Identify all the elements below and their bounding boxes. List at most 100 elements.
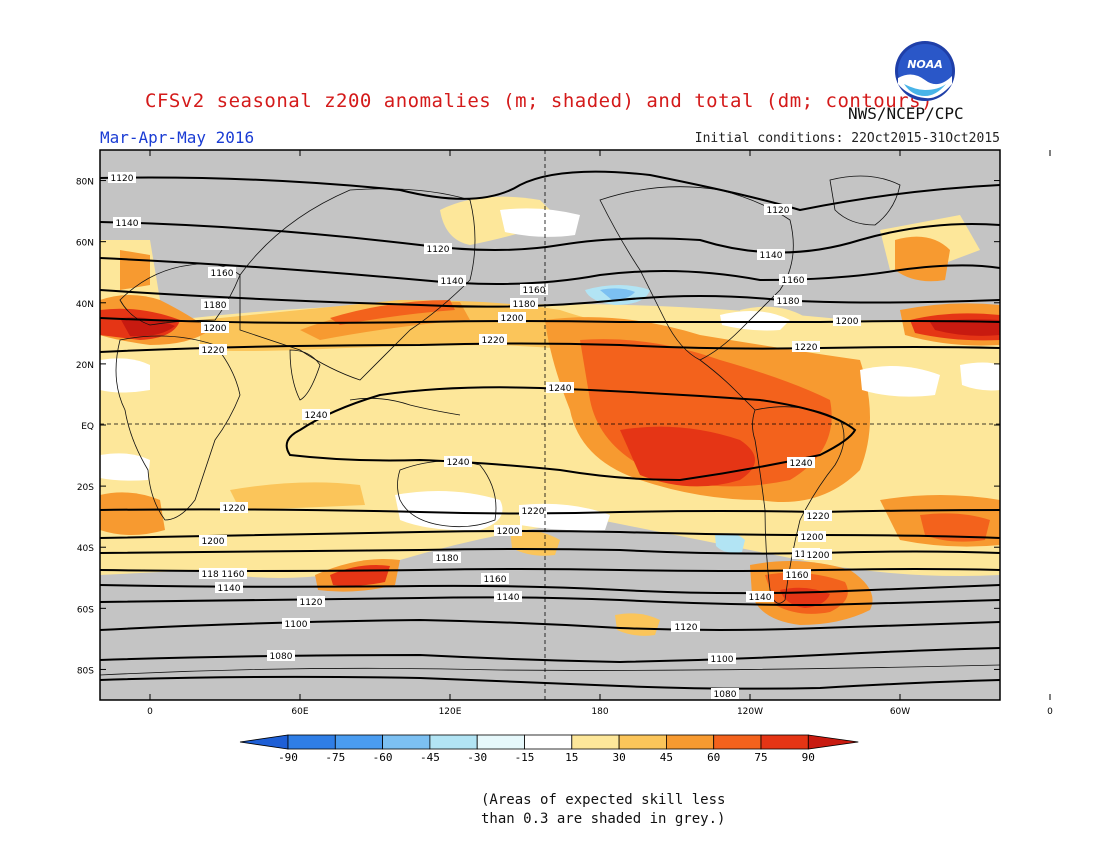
contour-label: 1220 [792, 341, 820, 353]
svg-text:1120: 1120 [111, 174, 134, 184]
lon-label: 120E [439, 707, 462, 717]
svg-text:1120: 1120 [675, 623, 698, 633]
lat-label: 40N [76, 300, 94, 310]
contour-label: 1200 [201, 322, 229, 334]
colorbar-tick-label: -15 [515, 751, 535, 764]
contour-label: 1180 [199, 568, 227, 580]
svg-text:1140: 1140 [441, 277, 464, 287]
svg-text:1180: 1180 [204, 301, 227, 311]
colorbar-swatch [334, 734, 383, 750]
colorbar-tick-label: 15 [565, 751, 578, 764]
svg-text:1200: 1200 [202, 537, 225, 547]
contour-label: 1160 [783, 569, 811, 581]
colorbar-swatch [666, 734, 715, 750]
contour-label: 1220 [479, 334, 507, 346]
colorbar-right-arrow [807, 734, 859, 750]
lat-label: EQ [81, 422, 94, 432]
svg-text:1220: 1220 [522, 507, 545, 517]
svg-text:1160: 1160 [523, 286, 546, 296]
contour-label: 1120 [672, 621, 700, 633]
contour-label: 1140 [494, 591, 522, 603]
contour-label: 1220 [519, 505, 547, 517]
svg-text:1080: 1080 [714, 690, 737, 700]
map-shading [100, 150, 1000, 700]
lat-label: 20N [76, 361, 94, 371]
colorbar-swatch [287, 734, 336, 750]
colorbar-tick-label: 75 [754, 751, 767, 764]
footnote-line2: than 0.3 are shaded in grey.) [481, 811, 726, 827]
svg-text:1200: 1200 [204, 324, 227, 334]
colorbar: -90 -75 -60 -45 -30 -15 15 30 45 60 75 90 [239, 734, 859, 764]
svg-text:1200: 1200 [501, 314, 524, 324]
lon-label: 60E [291, 707, 308, 717]
colorbar-left-arrow [239, 734, 289, 750]
colorbar-tick-label: -45 [420, 751, 440, 764]
svg-text:1140: 1140 [218, 584, 241, 594]
lon-label: 120W [737, 707, 763, 717]
svg-text:1240: 1240 [790, 459, 813, 469]
colorbar-tick-label: -90 [278, 751, 298, 764]
contour-label: 1180 [201, 299, 229, 311]
contour-label: 1200 [833, 315, 861, 327]
colorbar-swatch [524, 734, 573, 750]
svg-text:1240: 1240 [549, 384, 572, 394]
colorbar-swatch [382, 734, 431, 750]
contour-label: 1200 [804, 549, 832, 561]
svg-text:1120: 1120 [300, 598, 323, 608]
contour-label: 1200 [798, 531, 826, 543]
contour-label: 1160 [219, 568, 247, 580]
svg-text:1240: 1240 [447, 458, 470, 468]
colorbar-tick-label: 30 [612, 751, 625, 764]
contour-label: 1120 [297, 596, 325, 608]
lat-label: 80N [76, 178, 94, 188]
contour-label: 1160 [208, 267, 236, 279]
svg-text:1080: 1080 [270, 652, 293, 662]
svg-text:1180: 1180 [202, 570, 225, 580]
lon-label: 180 [591, 707, 608, 717]
colorbar-tick-label: -60 [373, 751, 393, 764]
svg-text:1140: 1140 [116, 219, 139, 229]
contour-label: 1140 [113, 217, 141, 229]
colorbar-tick-label: 45 [660, 751, 673, 764]
svg-text:1180: 1180 [513, 300, 536, 310]
lat-label: 20S [77, 483, 94, 493]
contour-label: 1240 [546, 382, 574, 394]
lat-label: 80S [77, 666, 94, 676]
svg-text:1140: 1140 [749, 593, 772, 603]
colorbar-swatch [618, 734, 667, 750]
season-label: Mar-Apr-May 2016 [100, 128, 255, 147]
contour-label: 1220 [199, 344, 227, 356]
colorbar-swatch [476, 734, 525, 750]
lat-label: 40S [77, 544, 94, 554]
contour-label: 1200 [199, 535, 227, 547]
colorbar-swatch [760, 734, 809, 750]
footnote-line1: (Areas of expected skill less [481, 792, 726, 808]
svg-text:1200: 1200 [801, 533, 824, 543]
colorbar-swatch [429, 734, 478, 750]
contour-label: 1220 [804, 510, 832, 522]
contour-label: 1240 [444, 456, 472, 468]
svg-text:1200: 1200 [807, 551, 830, 561]
latitude-labels: 80N 60N 40N 20N EQ 20S 40S 60S 80S [76, 178, 1000, 676]
contour-label: 1240 [302, 409, 330, 421]
contour-label: 1140 [438, 275, 466, 287]
colorbar-tick-label: -75 [325, 751, 345, 764]
svg-text:1240: 1240 [305, 411, 328, 421]
svg-text:1220: 1220 [202, 346, 225, 356]
contour-label: 1140 [215, 582, 243, 594]
contour-label: 1220 [220, 502, 248, 514]
colorbar-tick-label: -30 [467, 751, 487, 764]
lon-label: 60W [890, 707, 910, 717]
svg-text:1160: 1160 [786, 571, 809, 581]
contour-label: 1180 [510, 298, 538, 310]
svg-text:1220: 1220 [795, 343, 818, 353]
colorbar-tick-label: 90 [802, 751, 815, 764]
contour-label: 1160 [520, 284, 548, 296]
svg-text:1140: 1140 [497, 593, 520, 603]
contour-label: 1100 [282, 618, 310, 630]
svg-text:1160: 1160 [222, 570, 245, 580]
svg-text:1220: 1220 [482, 336, 505, 346]
contour-label: 1160 [481, 573, 509, 585]
contour-labels: 1120114011601180120012201240124012201200… [108, 172, 861, 700]
